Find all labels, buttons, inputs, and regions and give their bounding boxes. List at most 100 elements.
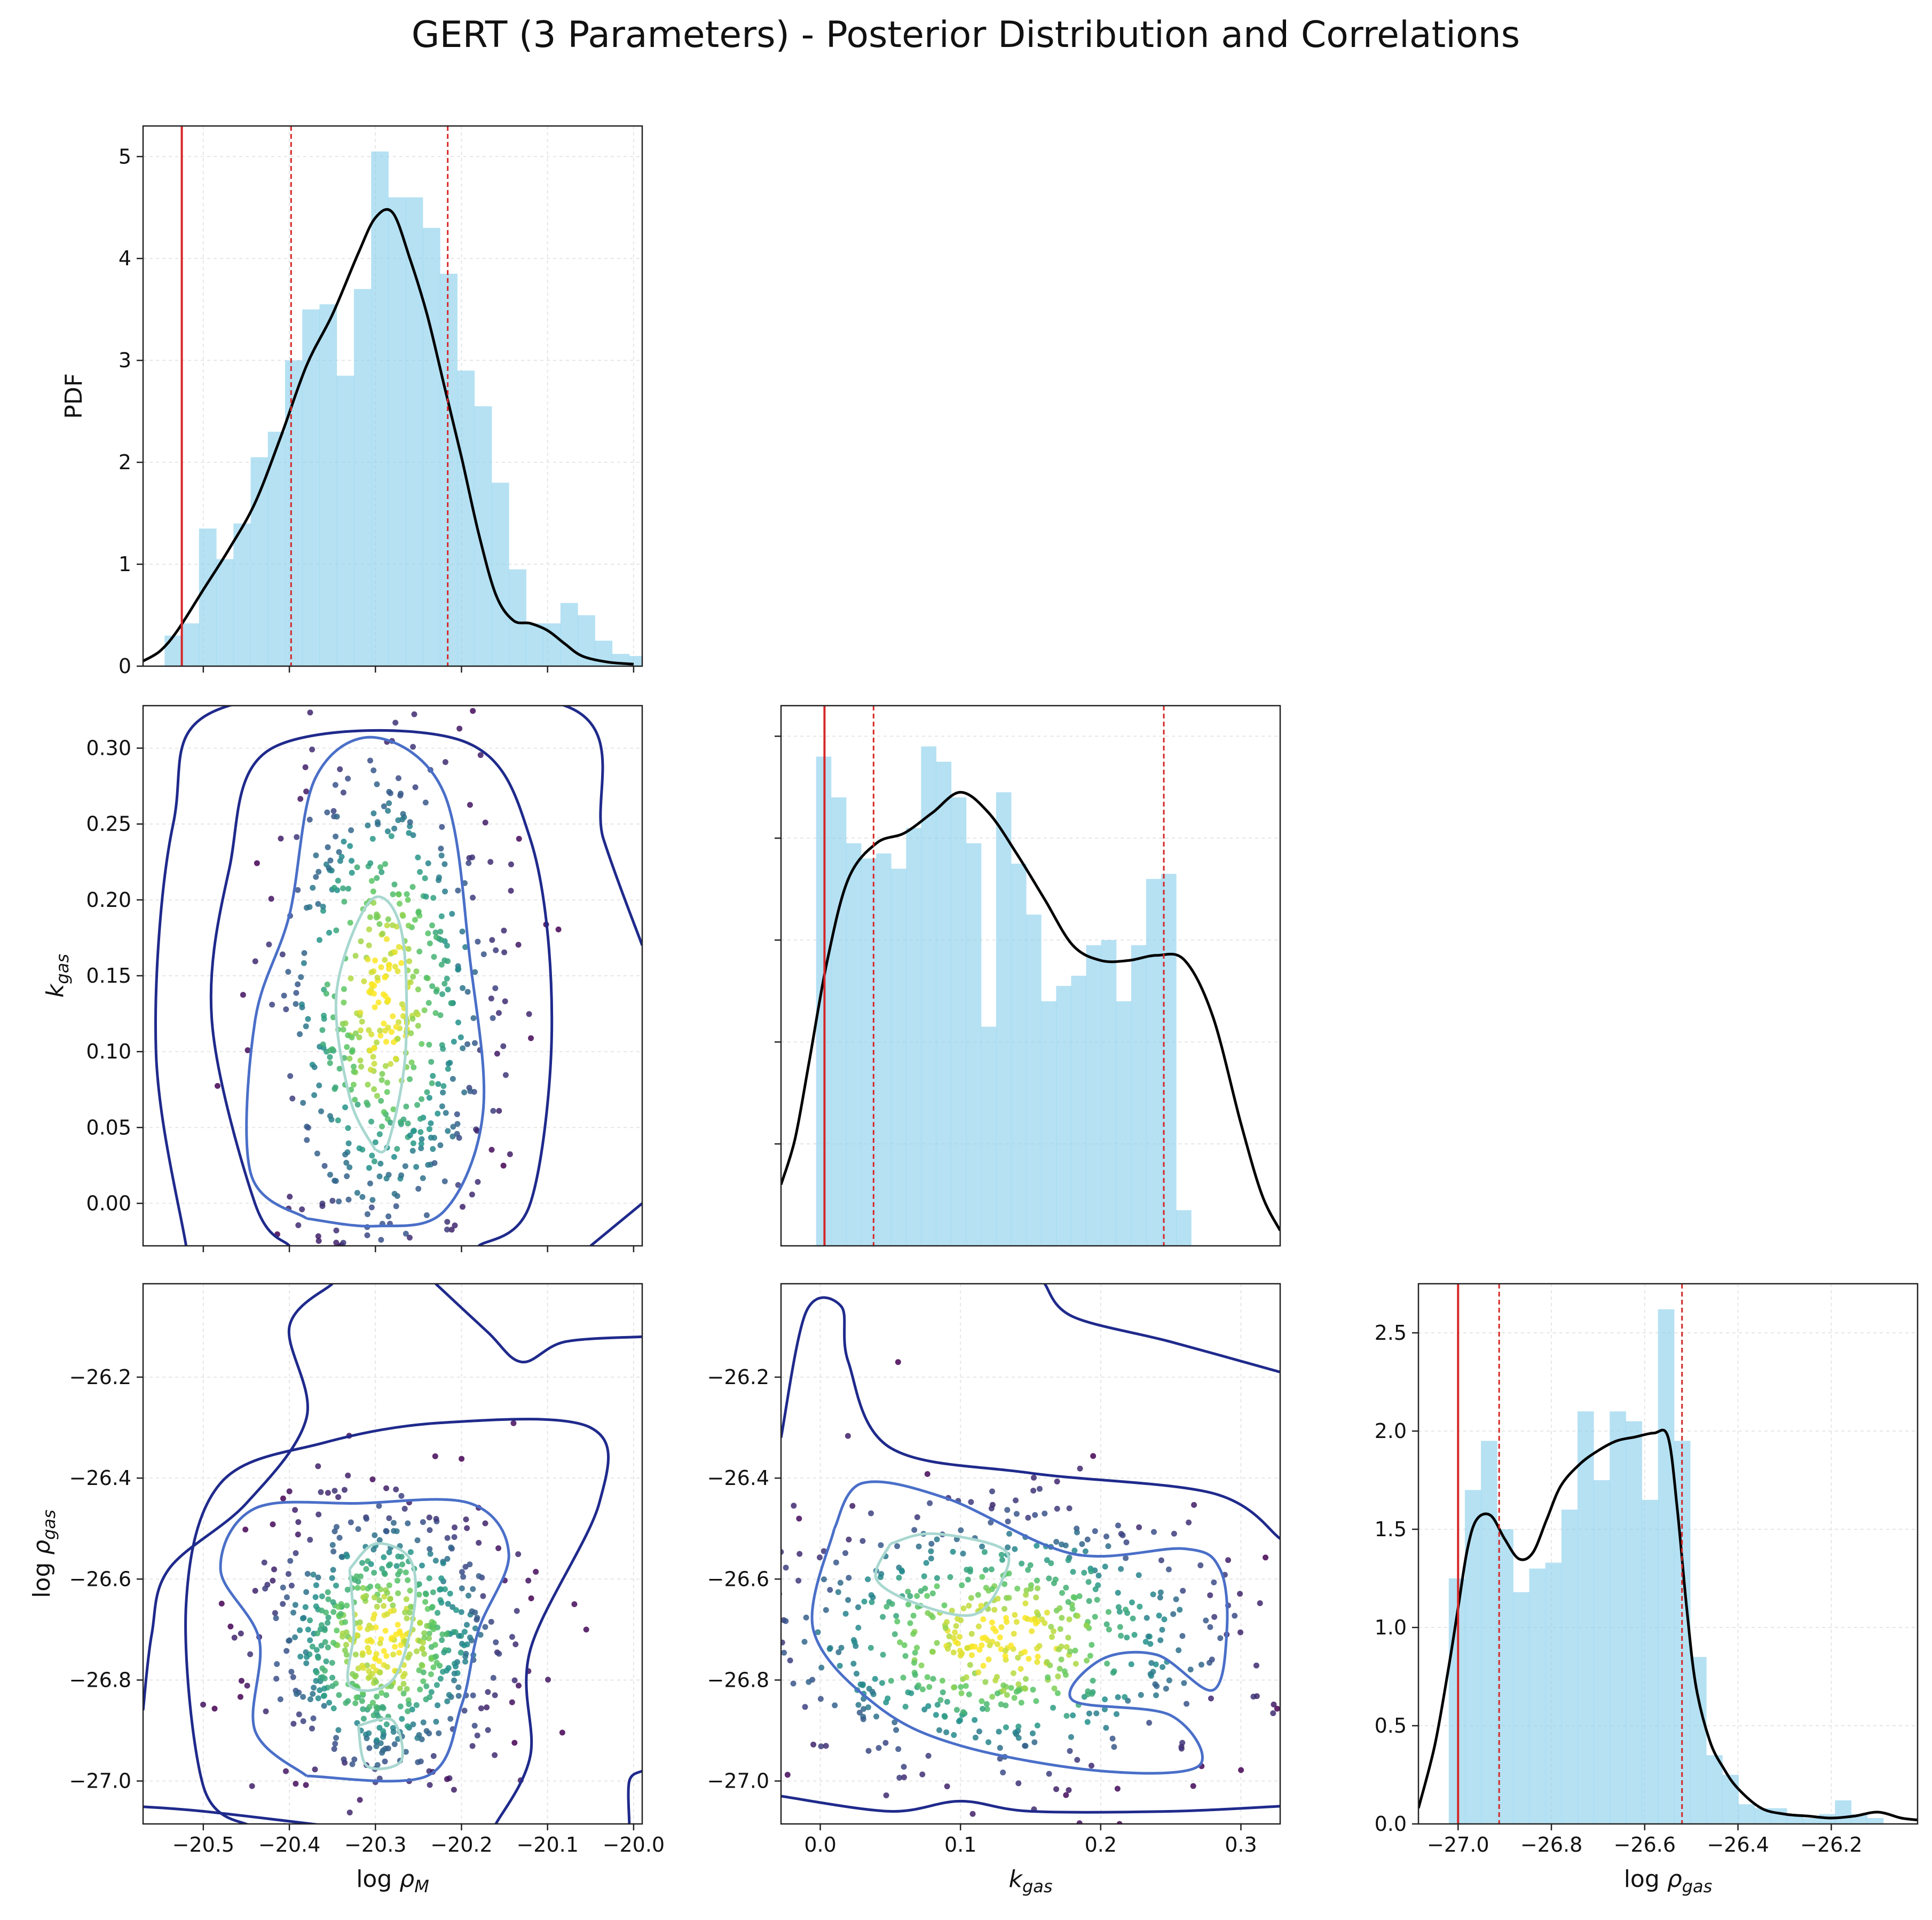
scatter-point <box>1015 1723 1022 1729</box>
scatter-point <box>410 744 416 750</box>
scatter-point <box>365 1675 372 1681</box>
scatter-point <box>302 764 309 770</box>
scatter-point <box>313 852 319 858</box>
scatter-point <box>515 942 522 948</box>
scatter-point <box>266 941 272 947</box>
scatter-point <box>1071 1547 1078 1554</box>
scatter-point <box>330 1014 336 1021</box>
scatter-point <box>330 1705 337 1711</box>
scatter-point <box>1238 1767 1244 1773</box>
scatter-point <box>968 1631 975 1637</box>
scatter-point <box>1028 1585 1034 1592</box>
scatter-point <box>309 1644 316 1650</box>
scatter-point <box>942 1713 948 1720</box>
hist-bar <box>921 746 936 1246</box>
scatter-point <box>321 1163 328 1169</box>
scatter-point <box>988 1519 994 1526</box>
scatter-point <box>490 1015 496 1021</box>
scatter-point <box>1109 1735 1116 1742</box>
hist-bar <box>951 797 967 1246</box>
scatter-point <box>374 1693 380 1700</box>
scatter-point <box>1180 1587 1186 1594</box>
scatter-point <box>349 870 355 876</box>
scatter-point <box>781 1639 785 1646</box>
scatter-point <box>335 878 341 884</box>
scatter-point <box>403 1569 409 1576</box>
y-tick-label: −26.4 <box>69 1466 131 1490</box>
scatter-point <box>381 1109 387 1115</box>
scatter-point <box>311 1092 318 1099</box>
scatter-point <box>1123 1539 1130 1545</box>
scatter-point <box>1171 1530 1177 1537</box>
scatter-point <box>310 884 316 891</box>
scatter-point <box>428 1134 434 1141</box>
y-tick-label: −26.4 <box>707 1466 769 1490</box>
scatter-point <box>372 1532 378 1538</box>
scatter-point <box>466 855 472 861</box>
scatter-point <box>422 1599 429 1605</box>
scatter-point <box>501 927 507 934</box>
scatter-point <box>956 1718 962 1725</box>
scatter-point <box>325 1490 331 1496</box>
scatter-point <box>227 1623 234 1630</box>
scatter-point <box>1000 1687 1007 1694</box>
scatter-point <box>415 854 421 860</box>
scatter-point <box>502 998 508 1005</box>
scatter-point <box>451 1038 457 1045</box>
scatter-point <box>444 943 450 949</box>
scatter-point <box>642 1578 648 1584</box>
scatter-point <box>1274 1705 1280 1712</box>
scatter-point <box>447 1716 454 1722</box>
scatter-point <box>940 1689 946 1696</box>
scatter-point <box>353 1632 360 1638</box>
scatter-point <box>1000 1769 1006 1776</box>
scatter-point <box>690 1508 696 1514</box>
scatter-point <box>294 1691 300 1697</box>
scatter-point <box>437 928 444 935</box>
scatter-point <box>451 1677 458 1684</box>
scatter-point <box>1032 1512 1038 1518</box>
scatter-point <box>461 1642 467 1649</box>
scatter-point <box>288 1669 295 1675</box>
scatter-point <box>254 860 260 866</box>
scatter-point <box>901 1642 908 1648</box>
scatter-point <box>413 1164 420 1170</box>
scatter-point <box>426 1635 432 1641</box>
x-tick-label: −20.5 <box>172 1833 234 1856</box>
scatter-point <box>435 1702 441 1709</box>
scatter-point <box>857 1681 864 1688</box>
scatter-point <box>319 1203 326 1210</box>
scatter-point <box>929 1649 936 1655</box>
scatter-point <box>366 1649 372 1655</box>
scatter-point <box>303 1649 309 1655</box>
scatter-point <box>980 1705 986 1712</box>
scatter-point <box>295 887 301 893</box>
scatter-point <box>450 1124 456 1130</box>
scatter-point <box>345 776 351 782</box>
hist-bar <box>906 828 921 1246</box>
scatter-point <box>391 1153 397 1160</box>
y-tick-label: −26.6 <box>69 1567 131 1591</box>
hist-bar <box>422 227 440 666</box>
scatter-point <box>381 803 387 810</box>
scatter-point <box>1089 1641 1095 1648</box>
scatter-point <box>929 1590 936 1597</box>
scatter-point <box>1092 1614 1098 1620</box>
scatter-point <box>294 834 300 840</box>
scatter-point <box>300 1718 306 1724</box>
scatter-point <box>795 1577 802 1584</box>
scatter-point <box>408 1030 414 1037</box>
scatter-point <box>1090 1453 1097 1459</box>
scatter-point <box>888 1678 894 1684</box>
scatter-point <box>272 1610 278 1616</box>
scatter-point <box>417 1686 423 1693</box>
scatter-point <box>320 1041 326 1048</box>
scatter-point <box>262 1585 269 1592</box>
contour-inner <box>874 1532 1011 1617</box>
hist-bar <box>1513 1592 1530 1824</box>
y-tick-label: −26.8 <box>707 1668 769 1692</box>
scatter-point <box>409 1706 415 1713</box>
scatter-point <box>367 1583 374 1590</box>
scatter-point <box>1138 1692 1144 1698</box>
